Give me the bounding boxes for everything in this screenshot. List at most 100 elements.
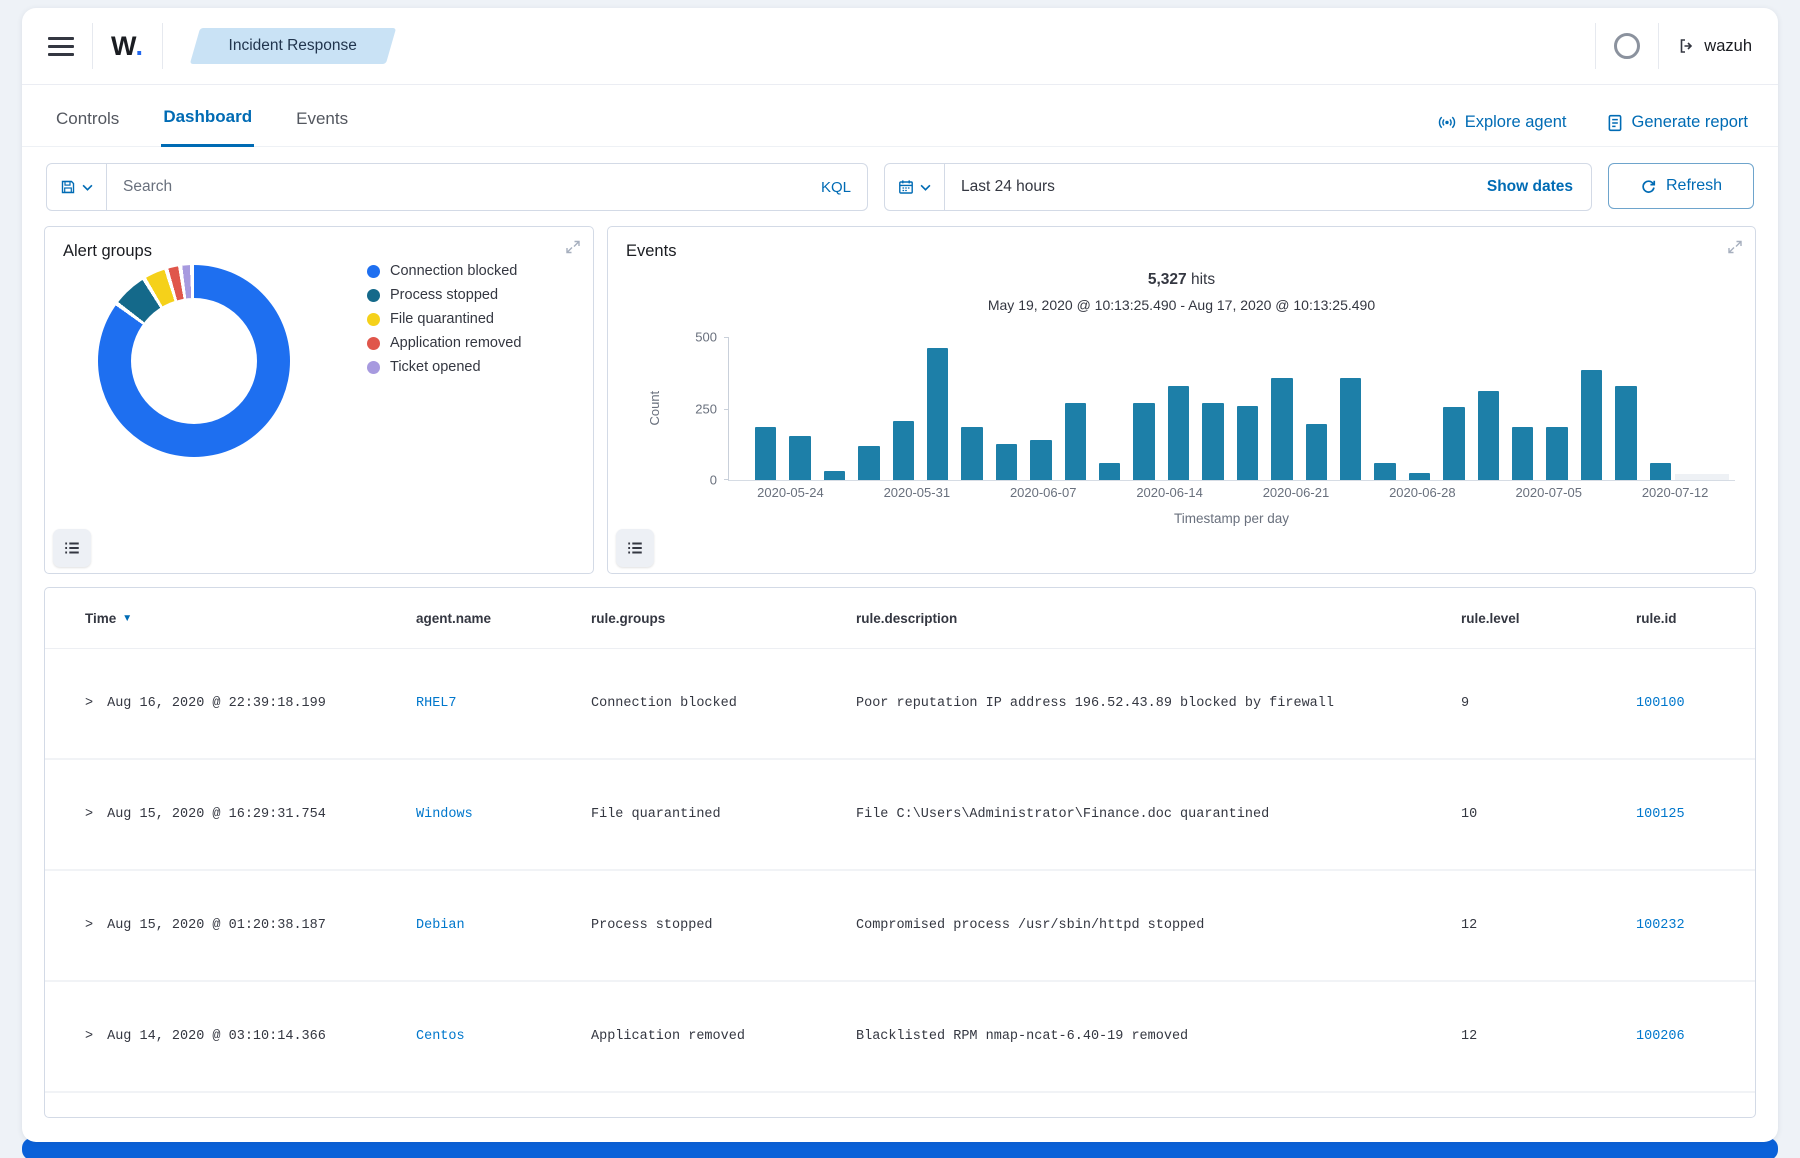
tab-dashboard[interactable]: Dashboard	[161, 101, 255, 147]
alert-groups-donut[interactable]	[98, 265, 290, 457]
histogram-bar[interactable]	[1202, 402, 1224, 480]
cell-rule-description: Compromised process /usr/sbin/httpd stop…	[856, 918, 1205, 933]
legend-item[interactable]: Ticket opened	[367, 359, 521, 375]
agent-name-link[interactable]: Centos	[416, 1029, 465, 1044]
rule-id-link[interactable]: 100206	[1636, 1029, 1685, 1044]
cell-rule-level: 9	[1461, 696, 1470, 711]
date-picker: Last 24 hours Show dates	[884, 163, 1592, 211]
histogram-bar[interactable]	[1580, 369, 1603, 480]
column-header-rule-level[interactable]: rule.level	[1461, 610, 1520, 626]
expand-row-icon[interactable]: >	[85, 696, 94, 711]
time-range-value[interactable]: Last 24 hours	[961, 178, 1055, 195]
module-tabs: Controls Dashboard Events Explore agent	[22, 85, 1778, 147]
cell-time: Aug 15, 2020 @ 01:20:38.187	[107, 918, 326, 933]
expand-row-icon[interactable]: >	[85, 807, 94, 822]
legend-item[interactable]: Process stopped	[367, 287, 521, 303]
column-header-rule-id[interactable]: rule.id	[1636, 610, 1677, 626]
panel-list-button[interactable]	[53, 529, 91, 567]
column-header-agent-name[interactable]: agent.name	[416, 610, 492, 626]
wazuh-logo[interactable]: W.	[111, 30, 144, 61]
histogram-bar[interactable]	[1133, 402, 1155, 480]
cell-rule-description: Blacklisted RPM nmap-ncat-6.40-19 remove…	[856, 1029, 1189, 1044]
expand-row-icon[interactable]: >	[85, 1029, 94, 1044]
histogram-bar[interactable]	[1477, 391, 1499, 480]
x-tick-label: 2020-06-28	[1389, 485, 1456, 500]
histogram-bar[interactable]	[1511, 427, 1534, 480]
show-dates-button[interactable]: Show dates	[1486, 178, 1573, 195]
expand-panel-icon[interactable]	[565, 239, 581, 260]
calendar-icon	[899, 180, 913, 194]
cell-rule-groups: File quarantined	[591, 807, 721, 822]
histogram-bar[interactable]	[927, 348, 949, 480]
calendar-button[interactable]	[885, 164, 945, 210]
histogram-bar[interactable]	[995, 444, 1018, 480]
table-row: > Aug 15, 2020 @ 01:20:38.187 Debian Proces…	[45, 871, 1755, 982]
histogram-bar[interactable]	[1649, 462, 1671, 480]
events-histogram: 500 250 0 Count	[647, 330, 1735, 488]
breadcrumb[interactable]: Incident Response	[195, 28, 391, 64]
explore-agent-button[interactable]: Explore agent	[1438, 113, 1567, 132]
tab-controls[interactable]: Controls	[56, 109, 120, 128]
histogram-bar[interactable]	[1064, 402, 1087, 480]
account-label: wazuh	[1704, 36, 1752, 55]
rule-id-link[interactable]: 100232	[1636, 918, 1685, 933]
save-icon	[61, 180, 75, 194]
kql-toggle[interactable]: KQL	[820, 178, 851, 196]
histogram-bar[interactable]	[1546, 427, 1568, 480]
account-button[interactable]: wazuh	[1677, 37, 1752, 56]
x-tick-label: 2020-07-12	[1641, 485, 1709, 500]
histogram-bar[interactable]	[1408, 472, 1431, 480]
histogram-bar[interactable]	[892, 421, 915, 480]
health-ring-icon[interactable]	[1614, 33, 1641, 59]
saved-queries-button[interactable]	[47, 164, 107, 210]
report-document-icon	[1608, 114, 1621, 131]
histogram-bar[interactable]	[1443, 407, 1465, 480]
histogram-bar[interactable]	[789, 435, 811, 480]
expand-panel-icon[interactable]	[1727, 239, 1743, 260]
panel-list-button[interactable]	[616, 529, 654, 567]
refresh-button[interactable]: Refresh	[1608, 163, 1754, 209]
cell-time: Aug 14, 2020 @ 03:10:14.366	[107, 1029, 326, 1044]
broadcast-icon	[1438, 116, 1455, 128]
logo-dot: .	[135, 30, 144, 61]
histogram-bar[interactable]	[1305, 424, 1327, 480]
list-icon	[628, 542, 642, 554]
column-header-time[interactable]: Time ▼	[85, 610, 133, 626]
cell-rule-groups: Process stopped	[591, 918, 713, 933]
histogram-bar[interactable]	[858, 445, 880, 480]
search-input[interactable]	[107, 178, 805, 196]
alert-groups-panel: Alert groups Connection blocked Process s…	[44, 226, 594, 574]
histogram-bar[interactable]	[1339, 378, 1362, 480]
table-header: Time ▼ agent.name rule.groups rule.descri…	[45, 588, 1755, 649]
column-header-rule-groups[interactable]: rule.groups	[591, 610, 666, 626]
chevron-down-icon	[920, 184, 931, 191]
histogram-bar[interactable]	[1030, 439, 1052, 480]
agent-name-link[interactable]: Debian	[416, 918, 465, 933]
legend-item[interactable]: Application removed	[367, 335, 521, 351]
histogram-bar[interactable]	[1374, 462, 1396, 480]
histogram-bar[interactable]	[1236, 405, 1259, 480]
column-header-rule-description[interactable]: rule.description	[856, 610, 958, 626]
menu-icon[interactable]	[48, 36, 74, 56]
histogram-bar[interactable]	[1271, 378, 1293, 480]
agent-name-link[interactable]: Windows	[416, 807, 473, 822]
divider	[1595, 23, 1597, 69]
histogram-bar[interactable]	[961, 427, 983, 480]
generate-report-button[interactable]: Generate report	[1607, 113, 1748, 132]
agent-name-link[interactable]: RHEL7	[416, 696, 457, 711]
y-axis-label: Count	[646, 390, 662, 426]
legend-item[interactable]: File quarantined	[367, 311, 521, 327]
tab-events[interactable]: Events	[296, 109, 349, 128]
legend-item[interactable]: Connection blocked	[367, 263, 521, 279]
cell-rule-level: 12	[1461, 918, 1478, 933]
histogram-bar[interactable]	[1167, 385, 1190, 480]
histogram-bar[interactable]	[1615, 385, 1637, 480]
histogram-bar[interactable]	[1099, 462, 1121, 480]
rule-id-link[interactable]: 100100	[1636, 696, 1685, 711]
rule-id-link[interactable]: 100125	[1636, 807, 1685, 822]
expand-row-icon[interactable]: >	[85, 918, 94, 933]
histogram-bar[interactable]	[823, 471, 846, 480]
legend-label: Process stopped	[390, 287, 499, 303]
histogram-bar[interactable]	[755, 427, 777, 480]
table-row: > Aug 15, 2020 @ 16:29:31.754 Windows File …	[45, 760, 1755, 871]
